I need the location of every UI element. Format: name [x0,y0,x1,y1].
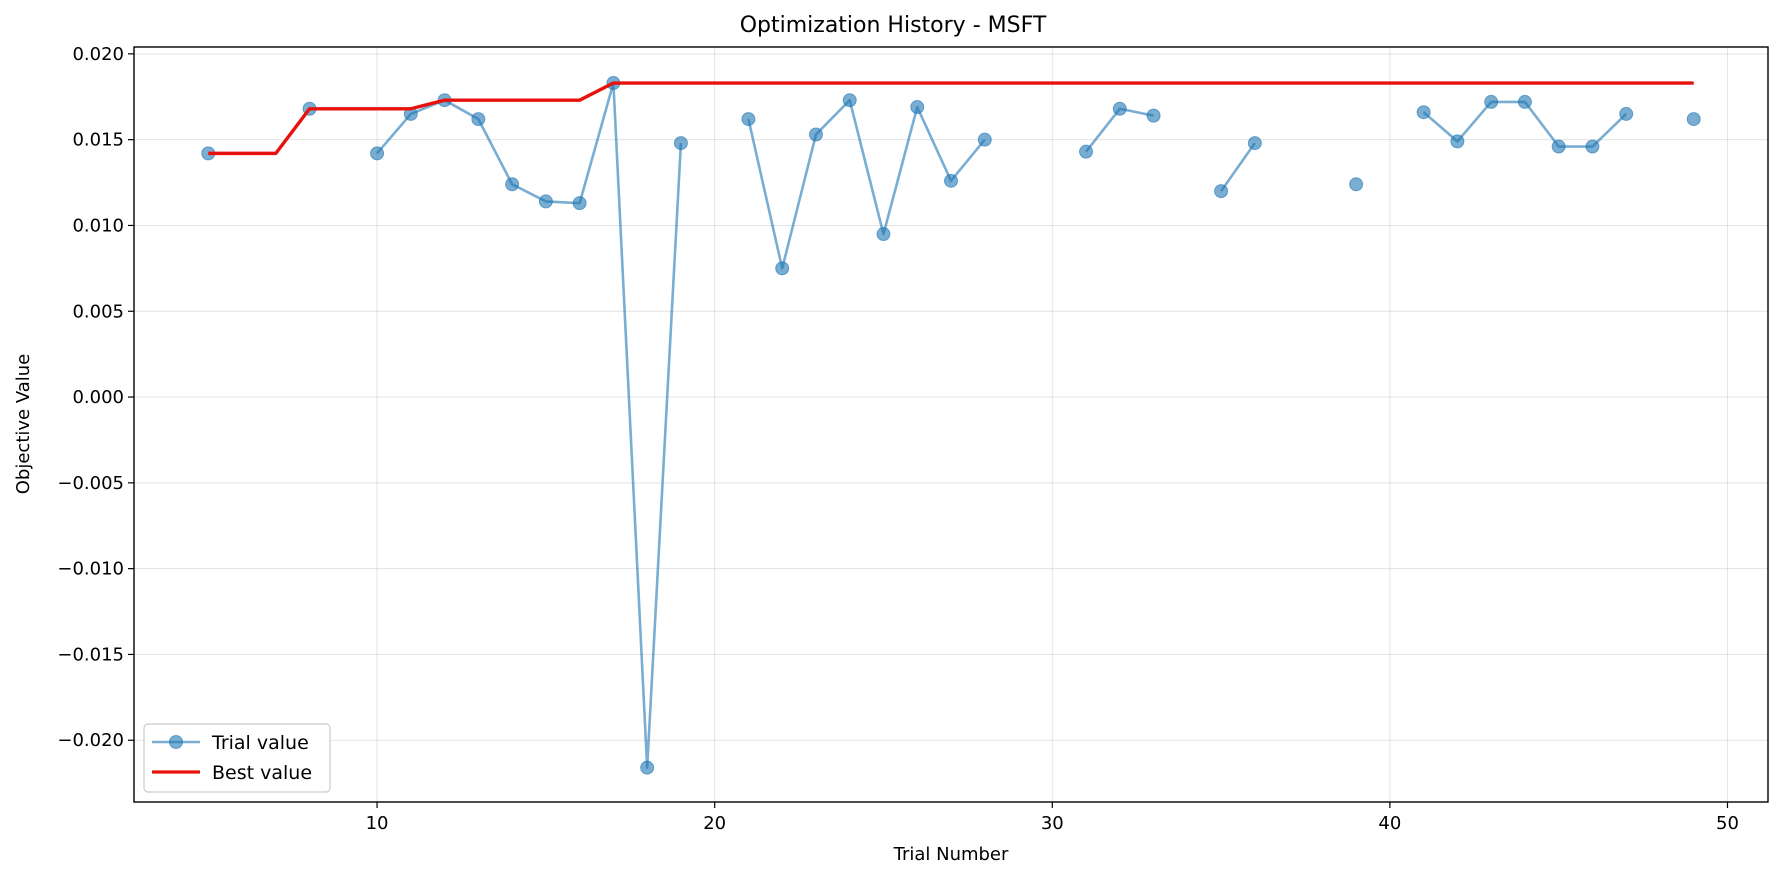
trial-value-point [876,227,891,242]
y-tick-label: 0.000 [72,387,124,408]
trial-value-line [1220,142,1256,192]
trial-value-point [1247,136,1262,151]
x-tick-label: 20 [703,813,726,834]
trial-value-point [1484,94,1499,109]
series-layer [201,76,1701,775]
trial-value-point [1585,139,1600,154]
trial-value-point [775,261,790,276]
best-value-line [208,81,1694,156]
y-tick-label: 0.015 [72,130,124,151]
trial-value-point [1619,106,1634,121]
y-tick-label: 0.005 [72,301,124,322]
x-tick-label: 50 [1716,813,1739,834]
x-tick-label: 30 [1041,813,1064,834]
y-axis-label: Objective Value [13,354,34,495]
trial-value-point [505,177,520,192]
trial-value-point [808,127,823,142]
trial-value-point [944,173,958,188]
trial-value-point [977,132,992,147]
trial-value-point [842,93,857,108]
grid [134,47,1768,802]
trial-value-point [1551,139,1566,154]
trial-value-point [1214,184,1229,199]
plot-frame [133,46,1769,803]
trial-value-line [376,81,683,769]
trial-value-line [747,98,986,270]
trial-value-point [640,760,655,775]
trial-value-point [1450,134,1465,149]
axis-ticks: 10 20 30 40 50 −0.020 −0.015 −0.010 −0.005 0.000 0… [57,44,1739,834]
y-tick-label: 0.010 [72,215,124,236]
y-tick-label: −0.005 [57,473,124,494]
trial-value-point [538,194,553,209]
y-tick-label: 0.020 [72,44,124,65]
x-axis-label: Trial Number [893,844,1009,865]
trial-value-point [1146,108,1161,123]
trial-value-point [370,146,385,161]
legend-trial-marker [169,735,183,749]
trial-value-point [673,136,688,151]
y-tick-label: −0.010 [57,559,124,580]
trial-value-point [1349,177,1364,192]
trial-value-point [572,196,587,211]
x-tick-label: 10 [366,813,389,834]
trial-value-point [471,112,486,127]
trial-value-point [1112,101,1127,116]
trial-value-point [910,100,925,115]
y-tick-label: −0.015 [57,644,124,665]
legend-trial-label: Trial value [211,732,309,754]
trial-value-point [1079,144,1094,159]
trial-value-point [1416,105,1431,120]
legend-best-label: Best value [212,762,312,784]
trial-value-point [1686,112,1701,127]
chart-title: Optimization History - MSFT [740,13,1047,38]
trial-value-point [741,112,756,127]
trial-value-point [1517,94,1532,109]
legend: Trial value Best value [143,723,331,793]
y-tick-label: −0.020 [57,730,124,751]
x-tick-label: 40 [1378,813,1401,834]
